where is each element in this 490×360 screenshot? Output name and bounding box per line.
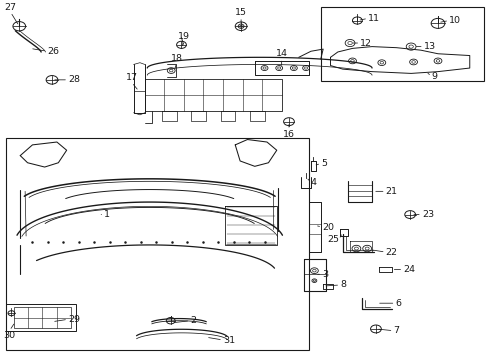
Text: 13: 13 (424, 42, 436, 51)
Text: 12: 12 (360, 39, 372, 48)
Bar (321, 7, 485, 81)
Bar (5, 304, 76, 331)
Text: 19: 19 (178, 32, 190, 41)
Text: 27: 27 (4, 3, 17, 12)
Text: 31: 31 (223, 336, 235, 345)
Text: 1: 1 (104, 210, 110, 219)
Bar (14, 307, 71, 328)
Text: 2: 2 (190, 316, 196, 325)
Text: 23: 23 (422, 210, 434, 219)
Bar (5, 138, 309, 350)
Text: 21: 21 (386, 187, 398, 196)
Text: 9: 9 (432, 72, 438, 81)
Text: 14: 14 (276, 49, 288, 58)
Text: 15: 15 (235, 8, 247, 17)
Text: 24: 24 (403, 265, 416, 274)
Text: 17: 17 (125, 73, 138, 82)
Text: 18: 18 (171, 54, 183, 63)
Text: 22: 22 (386, 248, 398, 257)
Text: 4: 4 (311, 178, 317, 187)
Text: 25: 25 (327, 235, 339, 244)
Text: 10: 10 (449, 16, 461, 25)
Text: 3: 3 (322, 270, 328, 279)
Text: 20: 20 (322, 222, 334, 231)
Text: 6: 6 (395, 299, 401, 308)
Text: 28: 28 (68, 75, 80, 84)
Text: 29: 29 (68, 315, 80, 324)
Text: 16: 16 (283, 130, 295, 139)
Text: 8: 8 (340, 280, 346, 289)
Text: 11: 11 (368, 14, 380, 23)
Text: 30: 30 (3, 331, 16, 340)
Text: 7: 7 (393, 326, 399, 335)
Text: 26: 26 (47, 47, 59, 56)
Text: 5: 5 (321, 159, 327, 168)
